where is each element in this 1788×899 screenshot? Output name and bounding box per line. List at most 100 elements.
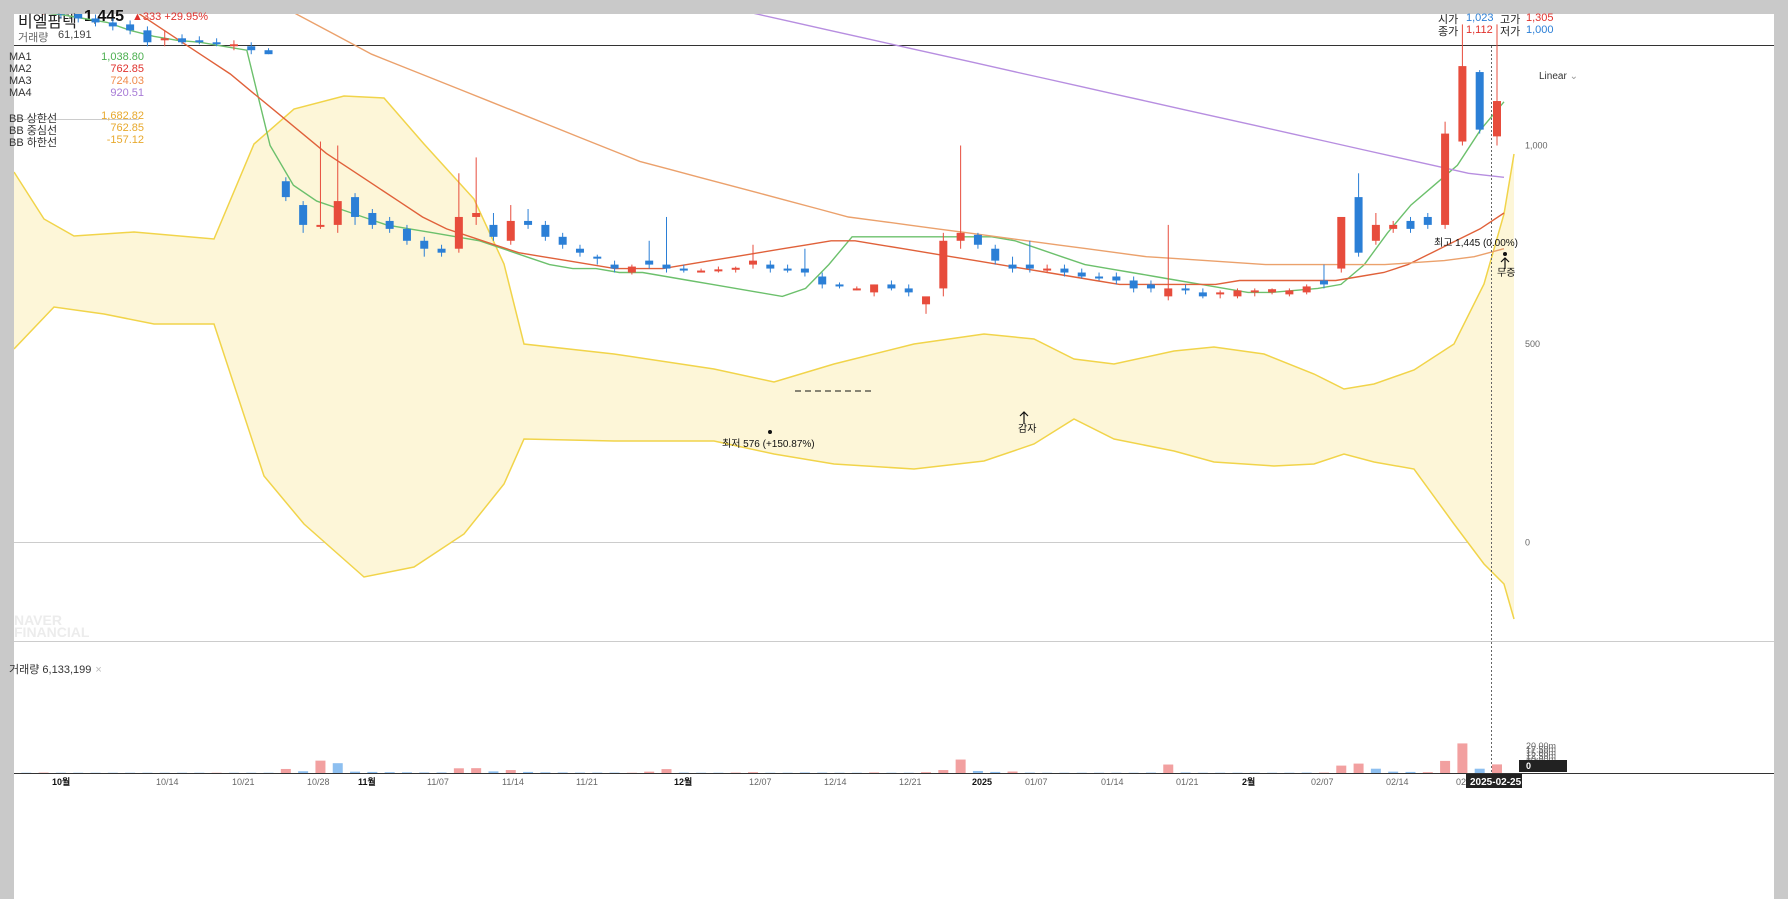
candle-body (1475, 72, 1484, 130)
indicator-value: 762.85 (110, 63, 144, 75)
candle-body (1095, 276, 1104, 279)
volume-bar (436, 772, 447, 773)
candle-body (1008, 264, 1017, 269)
x-axis-label: 10/21 (232, 777, 255, 787)
indicator-value: 920.51 (110, 87, 144, 99)
candle-body (1198, 292, 1207, 297)
candle-body (870, 284, 879, 293)
volume-bar (921, 772, 932, 773)
ma-line-ma4 (753, 14, 1505, 178)
low-value: 1,000 (1526, 24, 1554, 36)
candle-body (247, 46, 256, 51)
event-annotation-capital-increase: 무증 (1497, 267, 1515, 279)
volume-tick-label: 10.00m (1526, 755, 1556, 765)
volume-bar (419, 772, 430, 773)
candle-body (368, 212, 377, 225)
volume-tick-label: 15.00m (1526, 748, 1556, 758)
candle-body (956, 232, 965, 241)
x-axis-label: 12/07 (749, 777, 772, 787)
candle-body (333, 201, 342, 225)
volume-bar (540, 772, 551, 773)
bollinger-lower-line (14, 306, 1515, 620)
candle-body (1181, 288, 1190, 291)
volume-bar (523, 771, 534, 773)
candle-body (991, 248, 1000, 261)
volume-bar (869, 772, 880, 773)
volume-tick-label: 12.50m (1526, 751, 1556, 761)
volume-bar (298, 771, 309, 773)
candle-body (1146, 284, 1155, 289)
candle-body (939, 240, 948, 289)
candle-body (1216, 292, 1225, 295)
indicator-divider (9, 119, 139, 120)
candle-body (887, 284, 896, 289)
indicator-value: 1,682.82 (101, 110, 144, 122)
candle-body (922, 296, 931, 305)
candle-body (1077, 272, 1086, 277)
candle-body (1406, 220, 1415, 229)
open-value: 1,023 (1466, 12, 1494, 24)
candle-body (281, 181, 290, 198)
x-axis-label: 02/07 (1311, 777, 1334, 787)
ma-line-ma3 (294, 14, 1505, 266)
volume-bar (644, 771, 655, 773)
candle-body (524, 220, 533, 225)
candle-body (472, 212, 481, 217)
volume-bar (401, 772, 412, 773)
volume-bar (557, 772, 568, 773)
volume-bar (384, 772, 395, 773)
price-tick-label: 500 (1525, 339, 1540, 349)
candle-body (662, 264, 671, 269)
candle-body (489, 224, 498, 237)
candle-body (108, 22, 117, 27)
candle-body (1337, 216, 1346, 269)
volume-bar (748, 772, 758, 773)
x-axis-label: 12/14 (824, 777, 847, 787)
volume-bar (938, 770, 949, 773)
date-cursor-tag (1466, 774, 1522, 788)
volume-bar (280, 768, 291, 773)
stock-name[interactable]: 비엘팜텍 (18, 14, 77, 31)
candle-body (749, 260, 757, 265)
price-chart[interactable]: 05001,0001,5002,0001,4455.00m7.50m10.00m… (14, 14, 1774, 899)
candle-body (74, 14, 83, 19)
x-axis-label: 2월 (1242, 776, 1255, 787)
candle-body (506, 220, 515, 241)
close-icon[interactable]: × (95, 664, 102, 676)
bollinger-band-fill (14, 96, 1514, 619)
x-axis-label: 12/21 (899, 777, 922, 787)
volume-label: 거래량 (18, 32, 49, 44)
candle-body (160, 38, 169, 41)
x-axis-label: 01/14 (1101, 777, 1124, 787)
volume-bar (661, 769, 672, 773)
x-axis-label: 10/28 (307, 777, 330, 787)
candle-body (1302, 286, 1311, 293)
indicator-label: BB 중심선 (9, 125, 58, 137)
candle-body (420, 240, 429, 249)
x-axis-label: 11월 (358, 776, 376, 787)
volume-bar (972, 770, 983, 773)
indicator-value: 762.85 (110, 122, 144, 134)
volume-bar (1405, 771, 1416, 773)
candle-body (1354, 197, 1363, 253)
x-axis-label: 11/07 (427, 777, 449, 787)
volume-bar (1163, 764, 1174, 773)
price-tick-label: 1,000 (1525, 141, 1548, 151)
volume-bar (1007, 771, 1018, 773)
scale-mode-label: Linear (1539, 71, 1567, 82)
volume-bar (1492, 764, 1502, 773)
volume-bar (1370, 768, 1381, 773)
candle-body (1164, 288, 1173, 297)
x-axis-label: 02/14 (1386, 777, 1409, 787)
volume-zero-label: 0 (1526, 761, 1531, 771)
candle-body (714, 269, 723, 272)
high-price-annotation: 최고 1,445 (0.00%) (1434, 237, 1518, 249)
volume-bar (1388, 771, 1399, 773)
candle-body (316, 224, 325, 227)
candle-body (541, 224, 550, 237)
scale-mode-dropdown[interactable]: Linear ⌄ (1539, 71, 1578, 82)
x-axis-label: 02 (1456, 777, 1466, 787)
candle-body (1025, 264, 1034, 269)
volume-bar (1457, 743, 1468, 773)
volume-bar (453, 768, 464, 773)
